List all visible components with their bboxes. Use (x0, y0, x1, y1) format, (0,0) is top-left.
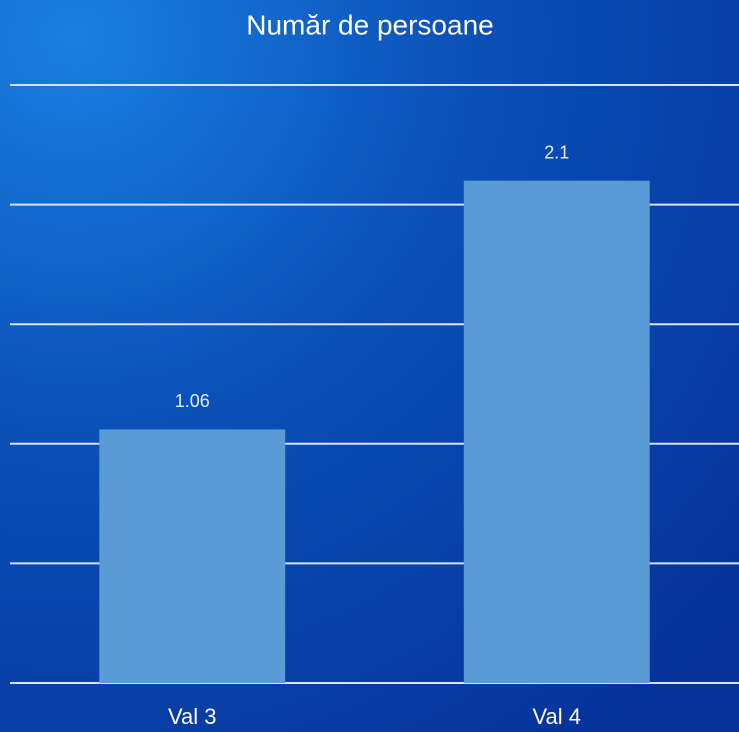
bar (99, 429, 286, 683)
x-tick-label: Val 4 (532, 704, 581, 729)
x-tick-label: Val 3 (168, 704, 217, 729)
chart-title: Număr de persoane (246, 9, 493, 40)
data-label: 1.06 (175, 391, 210, 411)
data-label: 2.1 (544, 142, 569, 162)
bar (463, 180, 650, 683)
